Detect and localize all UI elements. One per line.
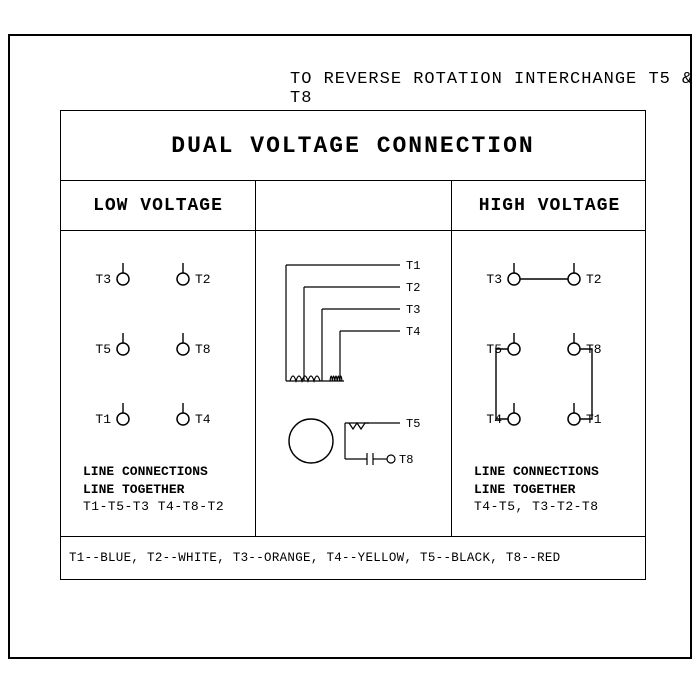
svg-text:T1: T1	[95, 412, 111, 427]
schematic-panel: T1 T2 T3 T4 T5 T8	[256, 231, 452, 537]
svg-text:T1: T1	[586, 412, 602, 427]
high-line-connections-label: LINE CONNECTIONSLINE TOGETHER	[474, 463, 599, 498]
color-legend: T1--BLUE, T2--WHITE, T3--ORANGE, T4--YEL…	[61, 537, 645, 579]
low-line-pairs: T1-T5-T3 T4-T8-T2	[83, 499, 224, 514]
svg-text:T5: T5	[95, 342, 111, 357]
high-voltage-terminals: T3 T2 T5 T8 T4 T1	[452, 231, 647, 461]
low-voltage-panel: T3 T2 T5 T8 T1 T4 LINE CONNECTIONSLINE TOGETH…	[61, 231, 256, 537]
header-high-voltage: HIGH VOLTAGE	[452, 181, 647, 231]
header-schematic	[256, 181, 452, 231]
svg-text:T2: T2	[406, 281, 420, 295]
low-line-connections-label: LINE CONNECTIONSLINE TOGETHER	[83, 463, 208, 498]
svg-text:T3: T3	[486, 272, 502, 287]
svg-text:T8: T8	[195, 342, 211, 357]
motor-schematic: T1 T2 T3 T4 T5 T8	[256, 231, 452, 537]
diagram-main-box: DUAL VOLTAGE CONNECTION LOW VOLTAGE HIGH…	[60, 110, 646, 580]
header-low-voltage: LOW VOLTAGE	[61, 181, 256, 231]
high-voltage-panel: T3 T2 T5 T8 T4 T1 LINE CONNECTIONSLINE TOGETH…	[452, 231, 647, 537]
svg-text:T2: T2	[195, 272, 211, 287]
high-line-pairs: T4-T5, T3-T2-T8	[474, 499, 599, 514]
svg-text:T3: T3	[406, 303, 420, 317]
svg-text:T2: T2	[586, 272, 602, 287]
svg-text:T3: T3	[95, 272, 111, 287]
svg-text:T4: T4	[486, 412, 502, 427]
svg-text:T5: T5	[406, 417, 420, 431]
svg-text:T4: T4	[195, 412, 211, 427]
svg-text:T8: T8	[586, 342, 602, 357]
body-row: T3 T2 T5 T8 T1 T4 LINE CONNECTIONSLINE TOGETH…	[61, 231, 645, 537]
svg-text:T8: T8	[399, 453, 413, 467]
svg-text:T4: T4	[406, 325, 420, 339]
svg-text:T5: T5	[486, 342, 502, 357]
reverse-rotation-note: TO REVERSE ROTATION INTERCHANGE T5 & T8	[290, 70, 700, 108]
svg-text:T1: T1	[406, 259, 420, 273]
header-row: LOW VOLTAGE HIGH VOLTAGE	[61, 181, 645, 231]
low-voltage-terminals: T3 T2 T5 T8 T1 T4	[61, 231, 256, 461]
diagram-title: DUAL VOLTAGE CONNECTION	[61, 111, 645, 181]
